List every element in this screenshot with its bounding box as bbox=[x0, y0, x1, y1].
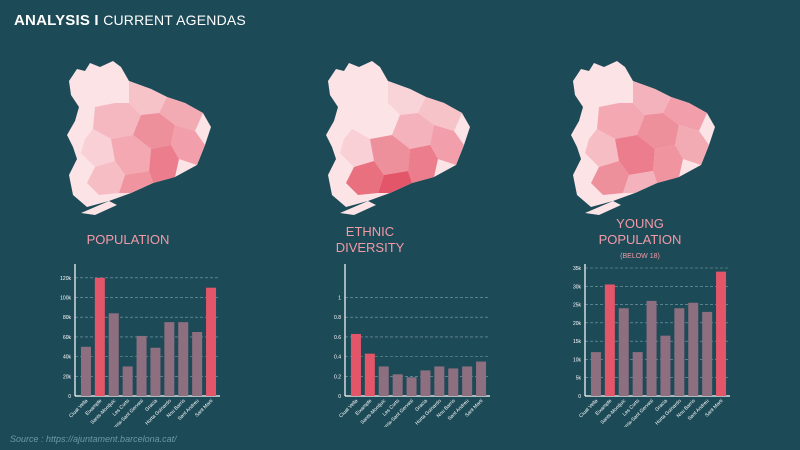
x-tick-label: Ciuat Vella bbox=[578, 398, 599, 419]
title-light: CURRENT AGENDAS bbox=[103, 12, 246, 28]
y-tick-label: 15k bbox=[573, 339, 582, 345]
bar bbox=[350, 333, 361, 396]
title-bold: ANALYSIS I bbox=[14, 12, 99, 29]
bar bbox=[122, 366, 133, 396]
bar bbox=[674, 308, 685, 396]
y-tick-label: 0 bbox=[338, 394, 341, 400]
bar bbox=[702, 311, 713, 396]
bar bbox=[476, 361, 487, 396]
bar bbox=[604, 284, 615, 396]
page-title: ANALYSIS I CURRENT AGENDAS bbox=[14, 12, 246, 29]
bar bbox=[94, 277, 105, 396]
y-tick-label: 80k bbox=[63, 315, 72, 321]
bar bbox=[590, 352, 601, 396]
bar bbox=[406, 377, 417, 396]
y-tick-label: 1 bbox=[338, 296, 341, 302]
y-tick-label: 0.2 bbox=[334, 374, 341, 380]
y-tick-label: 30k bbox=[573, 284, 582, 290]
bar bbox=[192, 332, 203, 396]
y-tick-label: 120k bbox=[60, 276, 71, 282]
y-tick-label: 25k bbox=[573, 303, 582, 309]
bar bbox=[150, 347, 161, 396]
bar bbox=[392, 374, 403, 396]
ethnic-diversity-map bbox=[326, 61, 470, 215]
y-tick-label: 10k bbox=[573, 357, 582, 363]
y-tick-label: 0 bbox=[578, 394, 581, 400]
bar bbox=[660, 335, 671, 396]
y-tick-label: 0.6 bbox=[334, 335, 341, 341]
ethnic-diversity-label: ETHNIC DIVERSITY bbox=[335, 224, 405, 255]
bar bbox=[420, 370, 431, 396]
young-population-sublabel: (BELOW 18) bbox=[620, 253, 660, 260]
bar bbox=[434, 366, 445, 396]
source-note: Source : https://ajuntament.barcelona.ca… bbox=[10, 434, 177, 444]
bar bbox=[688, 302, 699, 396]
y-tick-label: 20k bbox=[573, 321, 582, 327]
bar bbox=[462, 366, 473, 396]
y-tick-label: 60k bbox=[63, 335, 72, 341]
bar bbox=[164, 322, 175, 396]
y-tick-label: 0.8 bbox=[334, 315, 341, 321]
bar bbox=[136, 335, 147, 396]
bar bbox=[378, 366, 389, 396]
y-tick-label: 0 bbox=[68, 394, 71, 400]
bar bbox=[632, 352, 643, 396]
y-tick-label: 40k bbox=[63, 355, 72, 361]
y-tick-label: 0.4 bbox=[334, 355, 341, 361]
x-tick-label: Ciuat Vella bbox=[68, 398, 89, 419]
bar bbox=[716, 271, 727, 396]
population-map bbox=[67, 61, 211, 215]
bar bbox=[206, 287, 217, 396]
y-tick-label: 35k bbox=[573, 266, 582, 272]
population-label: POPULATION bbox=[86, 232, 170, 247]
bar bbox=[80, 346, 91, 396]
bar bbox=[448, 368, 459, 396]
young-population-map bbox=[571, 61, 715, 215]
x-tick-label: Ciuat Vella bbox=[338, 398, 359, 419]
bar bbox=[108, 313, 119, 396]
y-tick-label: 20k bbox=[63, 374, 72, 380]
bar bbox=[618, 308, 629, 396]
bar bbox=[178, 322, 189, 396]
bar bbox=[364, 353, 375, 396]
y-tick-label: 100k bbox=[60, 296, 71, 302]
bar bbox=[646, 300, 657, 396]
young-population-label: YOUNG POPULATION bbox=[598, 216, 682, 247]
y-tick-label: 5k bbox=[576, 376, 582, 382]
